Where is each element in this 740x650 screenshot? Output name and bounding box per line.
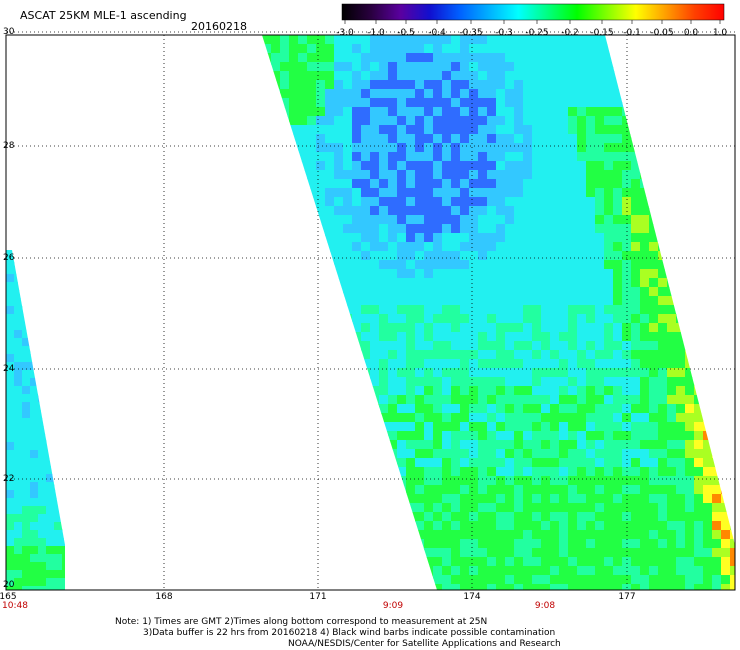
colorbar-label: -0.25: [525, 28, 549, 38]
colorbar-label: -0.15: [590, 28, 614, 38]
colorbar-label: -3.0: [336, 28, 354, 38]
colorbar-label: -0.2: [561, 28, 579, 38]
lat-label: 24: [3, 364, 15, 374]
map-title: ASCAT 25KM MLE-1 ascending: [20, 9, 187, 22]
colorbar-label: -0.4: [428, 28, 446, 38]
lat-label: 28: [3, 141, 15, 151]
pass-time-mid: 9:09: [382, 601, 404, 611]
lon-label: 171: [309, 592, 327, 602]
plot-frame: [5, 34, 736, 591]
swath-left: [6, 250, 65, 590]
colorbar-label: -0.3: [495, 28, 513, 38]
lon-label: 174: [463, 592, 481, 602]
colorbar-label: 0.0: [683, 28, 699, 38]
lat-label: 20: [3, 580, 15, 590]
swath-main: [262, 35, 735, 590]
pass-time-right: 9:08: [534, 601, 556, 611]
pass-time-left: 10:48: [2, 601, 28, 611]
note-line-2: 3)Data buffer is 22 hrs from 20160218 4)…: [143, 628, 556, 638]
colorbar-label: -0.05: [650, 28, 674, 38]
colorbar-ticks: [344, 20, 721, 24]
map-date: 20160218: [191, 20, 247, 33]
colorbar: [341, 3, 725, 21]
lon-label: 165: [0, 592, 17, 602]
colorbar-label: -0.35: [459, 28, 483, 38]
colorbar-label: 1.0: [712, 28, 728, 38]
colorbar-label: -0.5: [397, 28, 415, 38]
note-line-1: Note: 1) Times are GMT 2)Times along bot…: [115, 617, 488, 627]
map-grid: [6, 31, 735, 590]
lon-label: 177: [618, 592, 636, 602]
lat-label: 30: [3, 27, 15, 37]
lat-label: 22: [3, 474, 15, 484]
note-line-3: NOAA/NESDIS/Center for Satellite Applica…: [288, 639, 561, 649]
lon-label: 168: [155, 592, 173, 602]
colorbar-label: -0.1: [623, 28, 641, 38]
colorbar-label: -1.0: [367, 28, 385, 38]
lat-label: 26: [3, 253, 15, 263]
